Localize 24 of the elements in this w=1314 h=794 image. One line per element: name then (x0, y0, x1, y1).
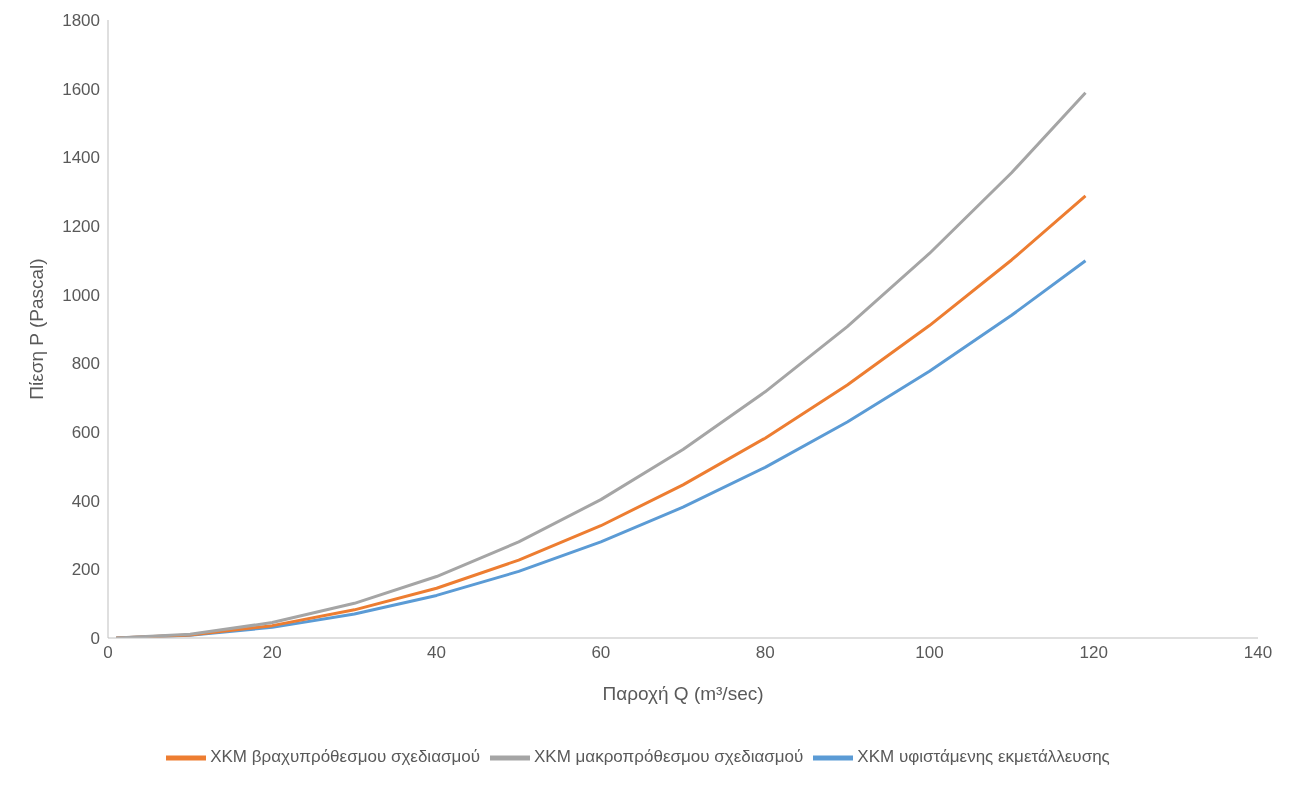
x-tick-label: 40 (427, 643, 447, 663)
x-tick-label: 80 (755, 643, 775, 663)
y-tick-label: 1800 (62, 11, 100, 31)
legend-label: XKM υφιστάμενης εκμετάλλευσης (857, 747, 1110, 767)
y-tick-label: 0 (90, 629, 100, 649)
y-tick-label: 1200 (62, 217, 100, 237)
y-tick-label: 800 (71, 354, 100, 374)
x-tick-label: 100 (915, 643, 944, 663)
legend-label: XKM βραχυπρόθεσμου σχεδιασμού (210, 747, 480, 767)
y-tick-label: 1600 (62, 79, 100, 99)
x-tick-label: 20 (262, 643, 282, 663)
y-tick-label: 200 (71, 560, 100, 580)
y-tick-label: 400 (71, 491, 100, 511)
x-axis-title: Παροχή Q (m³/sec) (602, 683, 764, 704)
y-axis-title: Πίεση P (Pascal) (25, 258, 47, 400)
x-tick-label: 140 (1243, 643, 1273, 663)
y-tick-label: 1400 (62, 148, 100, 168)
legend-label: XKM μακροπρόθεσμου σχεδιασμού (534, 747, 804, 767)
x-tick-label: 120 (1079, 643, 1108, 663)
x-tick-label: 0 (103, 643, 113, 663)
y-tick-label: 600 (71, 423, 100, 443)
y-tick-label: 1000 (62, 285, 100, 305)
line-series (114, 91, 1087, 638)
x-tick-label: 60 (591, 643, 611, 663)
